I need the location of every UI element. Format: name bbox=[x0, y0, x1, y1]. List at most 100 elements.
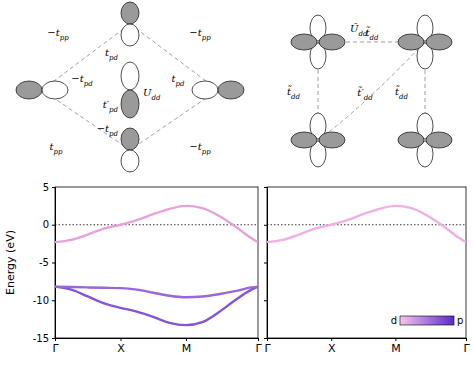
y-tick-mark bbox=[264, 225, 267, 226]
x-axis: ΓXMΓ bbox=[52, 338, 262, 355]
x-axis-line bbox=[268, 339, 467, 342]
orbital-lobe bbox=[398, 34, 424, 50]
x-tick-label: Γ bbox=[463, 342, 470, 355]
y-tick bbox=[264, 187, 267, 188]
hopping-label: tpd bbox=[105, 47, 119, 62]
y-tick-mark bbox=[52, 263, 55, 264]
label-sub: pp bbox=[202, 34, 211, 42]
x-tick-label: Γ bbox=[255, 342, 262, 355]
x-tick-mark bbox=[120, 338, 121, 341]
x-tick: Γ bbox=[255, 338, 262, 355]
hopping-label: −tpp bbox=[47, 27, 69, 42]
y-tick bbox=[264, 338, 267, 339]
x-tick-label: X bbox=[117, 342, 125, 355]
x-tick-label: Γ bbox=[52, 342, 59, 355]
y-tick-label: 0 bbox=[43, 219, 49, 230]
orbital-lobe bbox=[121, 2, 139, 24]
x-tick: X bbox=[328, 338, 336, 355]
y-tick-mark bbox=[52, 187, 55, 188]
orbital-lobe bbox=[16, 81, 42, 99]
figure: −tpp−tpptpdUdd−tpdtpdt′pd−tpdtpp−tppŨddt… bbox=[0, 0, 474, 368]
orbital-lobe bbox=[319, 132, 345, 148]
y-tick-mark bbox=[52, 225, 55, 226]
orbital-lobe bbox=[319, 34, 345, 50]
y-tick-label: -15 bbox=[33, 333, 49, 344]
hopping-label: −tpp bbox=[189, 27, 211, 42]
orbital-lobe bbox=[218, 81, 244, 99]
x-tick: M bbox=[182, 338, 192, 355]
hopping-label: tpp bbox=[50, 141, 64, 156]
diagram-one-band: Ũddt̃ddt̃ddt̃′ddt̃dd bbox=[287, 15, 452, 167]
hopping-line bbox=[42, 24, 130, 90]
band-line bbox=[267, 206, 466, 242]
y-tick bbox=[264, 263, 267, 264]
orbital-lobe bbox=[291, 34, 317, 50]
orbital-lobe bbox=[121, 62, 139, 90]
y-tick-label: -10 bbox=[33, 295, 49, 306]
x-tick: Γ bbox=[463, 338, 470, 355]
y-tick-mark bbox=[52, 338, 55, 339]
y-tick-mark bbox=[52, 300, 55, 301]
y-tick-mark bbox=[264, 300, 267, 301]
hopping-label: t′pd bbox=[103, 99, 119, 114]
orbital-lobe bbox=[426, 34, 452, 50]
hopping-label: tpd bbox=[172, 73, 186, 88]
plot-area bbox=[55, 206, 258, 325]
hopping-label: t̃dd bbox=[287, 85, 301, 101]
fermi-level bbox=[267, 224, 466, 225]
colorbar-label: p bbox=[457, 315, 463, 326]
label-sub: pd bbox=[109, 130, 118, 138]
x-tick-mark bbox=[395, 338, 396, 341]
hopping-label: −tpd bbox=[97, 123, 119, 138]
y-tick-mark bbox=[264, 338, 267, 339]
y-tick bbox=[264, 225, 267, 226]
x-axis-line bbox=[56, 339, 259, 342]
label-sub: pp bbox=[60, 34, 69, 42]
x-tick-mark bbox=[331, 338, 332, 341]
chart: ΓXMΓ-15-10-505Energy (eV) bbox=[4, 182, 262, 355]
x-tick: Γ bbox=[264, 338, 271, 355]
x-tick: Γ bbox=[52, 338, 59, 355]
label-sub: pd bbox=[109, 106, 118, 114]
colorbar bbox=[400, 316, 454, 325]
y-tick bbox=[264, 300, 267, 301]
label-base: −t bbox=[189, 27, 202, 38]
orbital-lobe bbox=[426, 132, 452, 148]
orbital-lobe bbox=[121, 24, 139, 46]
y-axis: -15 -10 -5 0 5 bbox=[33, 182, 56, 344]
y-axis-line bbox=[264, 188, 268, 339]
hopping-label: −tpp bbox=[189, 141, 211, 156]
chart: ΓXMΓdp bbox=[264, 187, 470, 355]
x-tick-mark bbox=[186, 338, 187, 341]
x-tick-label: X bbox=[328, 342, 336, 355]
x-axis: ΓXMΓ bbox=[264, 338, 470, 355]
plot-frame bbox=[267, 187, 466, 338]
band-line bbox=[55, 287, 258, 298]
y-axis-title: Energy (eV) bbox=[4, 230, 17, 295]
hopping-label: t̃′dd bbox=[357, 86, 373, 102]
plot-frame bbox=[55, 187, 258, 338]
band-line bbox=[55, 287, 258, 326]
label-sub: dd bbox=[364, 94, 373, 102]
label-sub: dd bbox=[151, 94, 160, 102]
y-tick-label: 5 bbox=[43, 182, 49, 193]
plot-area bbox=[267, 206, 466, 242]
label-sub: pp bbox=[54, 148, 63, 156]
diagram-three-band: −tpp−tpptpdUdd−tpdtpdt′pd−tpdtpp−tpp bbox=[16, 2, 244, 172]
hopping-line bbox=[130, 24, 218, 90]
orbital-lobe bbox=[291, 132, 317, 148]
y-axis-line bbox=[52, 188, 56, 339]
x-tick-mark bbox=[466, 338, 467, 341]
y-tick-label: -5 bbox=[39, 257, 49, 268]
label-sub: pp bbox=[202, 148, 211, 156]
label-sub: dd bbox=[370, 34, 379, 42]
x-tick-mark bbox=[258, 338, 259, 341]
orbital-lobe bbox=[42, 81, 68, 99]
label-base: −t bbox=[189, 141, 202, 152]
y-tick: 0 bbox=[43, 219, 55, 230]
y-tick-mark bbox=[264, 187, 267, 188]
orbital-lobe bbox=[121, 150, 139, 172]
hopping-label: t̃dd bbox=[366, 26, 380, 42]
y-tick: -15 bbox=[33, 333, 55, 344]
orbital-lobe bbox=[192, 81, 218, 99]
